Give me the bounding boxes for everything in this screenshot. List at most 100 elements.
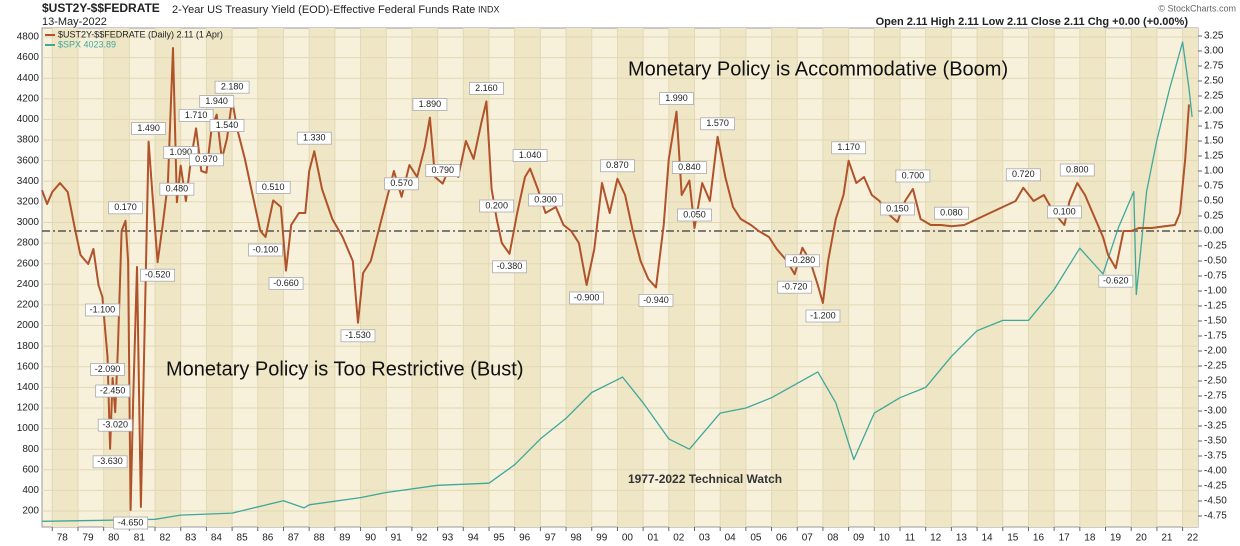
peak-label-box	[140, 268, 176, 282]
peak-label-box	[199, 95, 235, 108]
peak-label: 1.570	[706, 118, 729, 128]
peak-label-box	[159, 182, 195, 196]
x-tick-label: 86	[262, 533, 274, 544]
x-tick-label: 01	[648, 533, 660, 544]
peak-label-box	[469, 81, 504, 95]
y2-tick-label: 0.75	[1204, 181, 1224, 192]
peak-label: 1.540	[216, 120, 239, 130]
peak-label-box	[784, 254, 820, 268]
year-band	[1131, 28, 1157, 527]
x-tick-label: 06	[776, 533, 788, 544]
y2-tick-label: -0.75	[1204, 271, 1227, 282]
y-tick-label: 2400	[17, 279, 40, 290]
x-tick-label: 12	[930, 533, 942, 544]
peak-label-box	[512, 149, 548, 162]
x-tick-label: 91	[391, 533, 403, 544]
x-tick-label: 84	[211, 533, 223, 544]
year-band	[52, 28, 78, 527]
x-tick-label: 00	[622, 533, 634, 544]
y-tick-label: 3800	[17, 135, 40, 146]
y2-tick-label: 3.25	[1204, 31, 1224, 42]
peak-label: 0.510	[262, 182, 285, 192]
y-tick-label: 800	[22, 444, 39, 455]
y-tick-label: 600	[22, 464, 39, 475]
y2-tick-label: -1.00	[1204, 286, 1227, 297]
peak-label: -0.720	[782, 282, 808, 292]
year-band	[617, 28, 644, 527]
y2-tick-label: 0.00	[1204, 226, 1224, 237]
peak-label: -0.380	[497, 261, 523, 271]
x-tick-label: 88	[314, 533, 326, 544]
x-tick-label: 16	[1033, 533, 1045, 544]
peak-label-box	[84, 303, 120, 317]
peak-label-box	[214, 80, 250, 94]
y2-tick-label: -2.00	[1204, 346, 1227, 357]
annotation-bust: Monetary Policy is Too Restrictive (Bust…	[166, 358, 524, 380]
peak-label-box	[1005, 168, 1041, 182]
peak-label: -2.450	[100, 385, 126, 395]
x-tick-label: 13	[956, 533, 968, 544]
peak-label: -0.100	[253, 244, 279, 254]
y2-tick-label: 1.00	[1204, 166, 1224, 177]
y-tick-label: 1600	[17, 361, 40, 372]
x-tick-label: 78	[57, 533, 69, 544]
peak-label: 0.870	[606, 160, 629, 170]
x-tick-label: 97	[545, 533, 557, 544]
y2-tick-label: -3.75	[1204, 451, 1227, 462]
peak-label: 1.710	[185, 110, 208, 120]
y-tick-label: 4600	[17, 52, 40, 63]
year-band	[874, 28, 901, 527]
y2-tick-label: -2.75	[1204, 391, 1227, 402]
x-tick-label: 94	[468, 533, 480, 544]
y2-tick-label: 2.25	[1204, 91, 1224, 102]
symbol: $UST2Y-$$FEDRATE	[42, 1, 160, 15]
y-tick-label: 1400	[17, 382, 40, 393]
x-tick-label: 79	[82, 533, 94, 544]
peak-label: 0.150	[886, 203, 909, 213]
peak-label-box	[340, 329, 376, 343]
y-tick-label: 4000	[17, 114, 40, 125]
y2-tick-label: -2.50	[1204, 376, 1227, 387]
x-tick-label: 09	[853, 533, 865, 544]
peak-label-box	[90, 363, 125, 376]
peak-label: 1.040	[519, 150, 542, 160]
peak-label: 0.700	[902, 170, 925, 180]
peak-label-box	[933, 206, 969, 220]
y2-tick-label: 3.00	[1204, 46, 1224, 57]
peak-label: -2.090	[95, 364, 121, 374]
peak-label: 2.180	[221, 82, 244, 92]
peak-label-box	[1098, 274, 1134, 288]
x-tick-label: 19	[1110, 533, 1122, 544]
peak-label-box	[831, 141, 867, 155]
y-tick-label: 3000	[17, 217, 40, 228]
y2-tick-label: 1.50	[1204, 136, 1224, 147]
x-tick-label: 98	[570, 533, 582, 544]
x-tick-label: 87	[288, 533, 300, 544]
y-tick-label: 4800	[17, 32, 40, 43]
x-tick-label: 14	[982, 533, 994, 544]
peak-label: -3.020	[102, 420, 128, 430]
x-tick-label: 02	[673, 533, 685, 544]
peak-label: -4.650	[118, 517, 144, 527]
year-band	[360, 28, 387, 527]
peak-label-box	[384, 177, 420, 191]
year-band	[668, 28, 695, 527]
quote: Open 2.11 High 2.11 Low 2.11 Close 2.11 …	[876, 16, 1189, 28]
peak-label: -0.620	[1103, 276, 1129, 286]
description: 2-Year US Treasury Yield (EOD)-Effective…	[172, 4, 475, 16]
y-tick-label: 4400	[17, 73, 40, 84]
peak-label-box	[880, 202, 915, 216]
year-band	[925, 28, 952, 527]
y2-tick-label: -1.50	[1204, 316, 1227, 327]
peak-label: 1.490	[137, 123, 160, 133]
y-tick-label: 2200	[17, 300, 40, 311]
x-tick-label: 92	[416, 533, 428, 544]
peak-label: 0.720	[1012, 169, 1035, 179]
year-band	[411, 28, 438, 527]
peak-label-box	[131, 122, 167, 135]
peak-label-box	[268, 277, 304, 290]
y2-tick-label: -4.50	[1204, 496, 1227, 507]
peak-label: -3.630	[97, 456, 123, 466]
y-tick-label: 3200	[17, 196, 40, 207]
